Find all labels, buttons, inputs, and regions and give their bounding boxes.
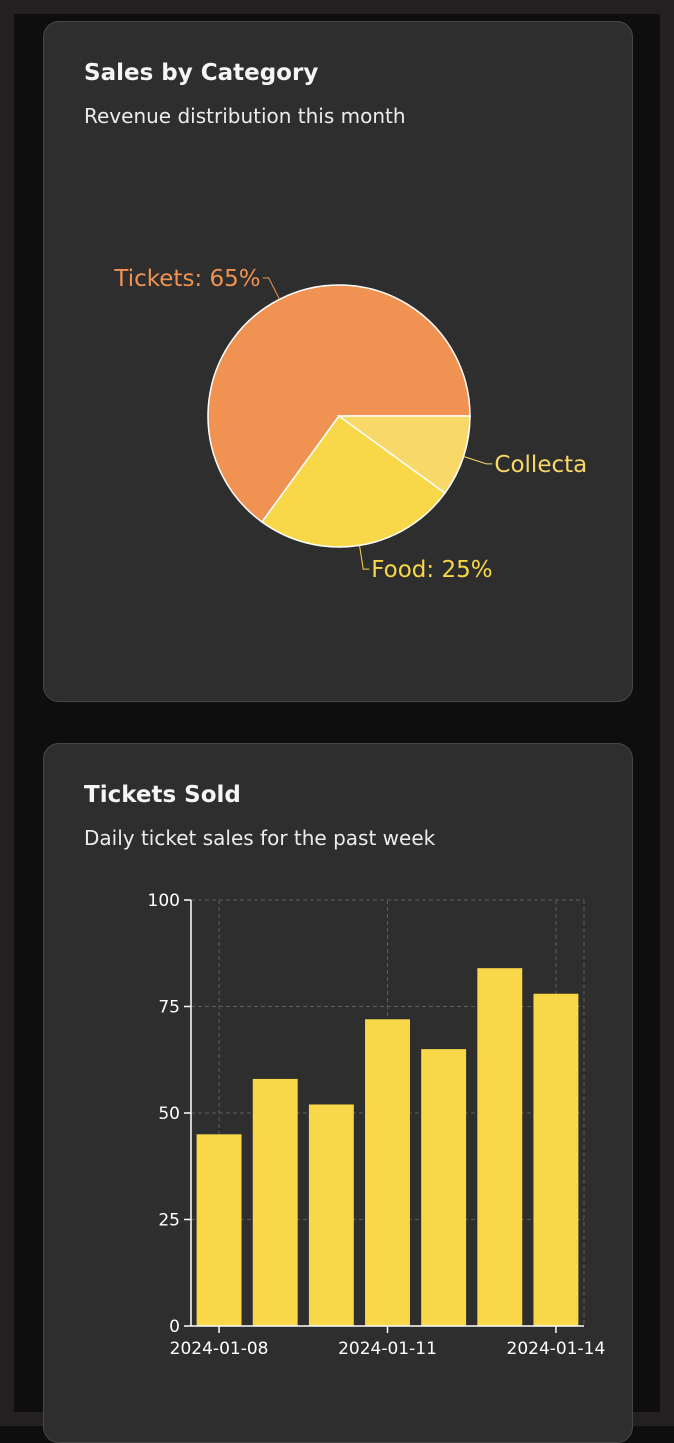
card-subtitle: Daily ticket sales for the past week <box>84 826 436 850</box>
card-title: Sales by Category <box>84 60 319 86</box>
pie-leader-line <box>262 277 280 300</box>
bar-2024-01-13 <box>477 968 523 1326</box>
bar-2024-01-12 <box>421 1049 467 1326</box>
y-tick-label: 50 <box>158 1104 180 1124</box>
pie-chart: Tickets: 65% Food: 25% Collecta <box>113 266 587 583</box>
y-tick-label: 75 <box>158 998 180 1018</box>
pie-label-collectables: Collecta <box>494 452 587 478</box>
pie-slice-tickets <box>207 284 471 524</box>
bar-2024-01-11 <box>365 1019 410 1326</box>
card-title: Tickets Sold <box>84 782 241 808</box>
pie-label-tickets: Tickets: 65% <box>113 266 260 292</box>
x-tick-label: 2024-01-14 <box>507 1339 606 1359</box>
pie-slice-food <box>260 414 447 548</box>
bar-2024-01-10 <box>308 1104 354 1326</box>
y-tick-label: 25 <box>158 1211 180 1231</box>
card-subtitle: Revenue distribution this month <box>84 104 406 128</box>
bar-2024-01-09 <box>252 1078 298 1326</box>
tickets-sold-card: Tickets Sold Daily ticket sales for the … <box>43 743 633 1443</box>
bar-chart: 0 25 50 75 100 2024-01-08 2024-01-11 2024-01-14 <box>148 891 606 1359</box>
pie-leader-line <box>358 545 370 570</box>
x-tick-label: 2024-01-08 <box>170 1339 269 1359</box>
y-tick-label: 100 <box>148 891 180 911</box>
bar-2024-01-08 <box>196 1134 242 1326</box>
pie-label-food: Food: 25% <box>371 557 492 583</box>
sales-by-category-card: Sales by Category Revenue distribution t… <box>43 21 633 702</box>
bar-2024-01-14 <box>533 993 579 1326</box>
pie-leader-line <box>463 456 493 465</box>
x-tick-label: 2024-01-11 <box>338 1339 437 1359</box>
pie-slice-collectables <box>336 415 471 495</box>
y-tick-label: 0 <box>169 1317 180 1337</box>
